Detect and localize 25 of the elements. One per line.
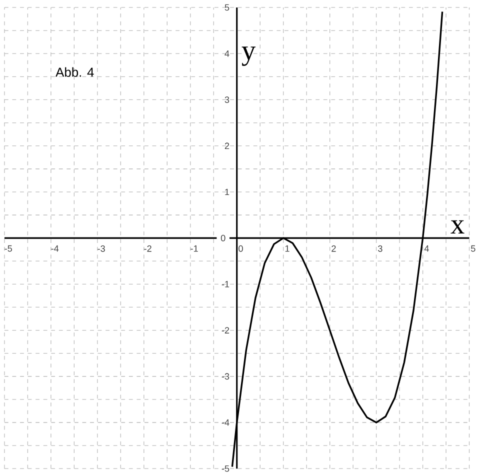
y-axis-title: y [242, 46, 256, 66]
y-tick-label: -1 [222, 280, 230, 288]
y-tick-label: -3 [222, 373, 230, 380]
x-tick-label: 2 [332, 245, 336, 252]
x-axis-title: x [450, 220, 464, 234]
y-tick-label: 2 [224, 142, 230, 149]
x-tick-label: 0 [238, 245, 243, 252]
x-tick-label: -4 [51, 245, 59, 252]
x-tick-label: -2 [144, 245, 152, 252]
x-tick-label: -1 [190, 245, 198, 252]
x-tick-label: -5 [4, 245, 12, 252]
y-tick-label: -2 [222, 327, 230, 334]
x-tick-label: -3 [98, 245, 105, 252]
y-tick-label: 1 [225, 188, 230, 196]
x-tick-label: 3 [378, 245, 382, 252]
x-tick-label: 5 [471, 245, 476, 252]
y-tick-label: -5 [222, 465, 230, 472]
annotation: Abb. 4 [56, 67, 94, 77]
y-tick-label: -4 [222, 419, 230, 426]
x-tick-label: 1 [285, 245, 290, 252]
y-tick-label: 3 [224, 96, 230, 103]
y-tick-label: 0 [220, 234, 226, 242]
x-tick-label: 4 [424, 245, 429, 252]
y-tick-label: 4 [224, 50, 230, 57]
y-tick-label: 5 [224, 4, 230, 11]
